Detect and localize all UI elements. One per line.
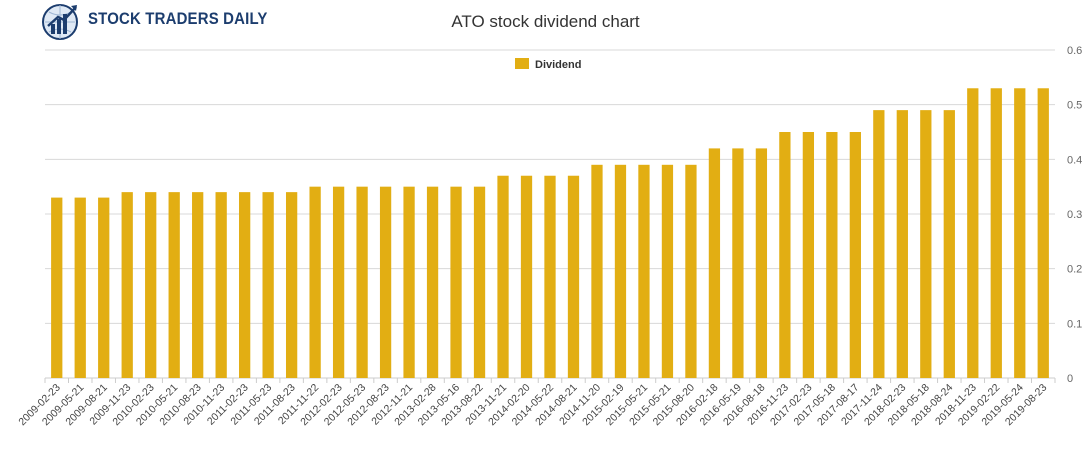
bar[interactable]: [990, 88, 1002, 379]
x-axis-ticks: 2009-02-232009-05-212009-08-212009-11-23…: [16, 378, 1056, 428]
bar[interactable]: [98, 197, 110, 378]
bar[interactable]: [920, 110, 932, 378]
y-tick-label: 0.3: [1067, 209, 1082, 221]
bar[interactable]: [826, 132, 838, 378]
bar[interactable]: [520, 175, 533, 378]
y-tick-label: 0.4: [1067, 154, 1082, 166]
bar[interactable]: [802, 132, 815, 378]
bar[interactable]: [450, 186, 462, 378]
globe-with-rising-bars-icon: [42, 4, 78, 40]
bar[interactable]: [708, 148, 721, 378]
bar[interactable]: [192, 192, 204, 378]
bar[interactable]: [239, 192, 251, 378]
legend[interactable]: Dividend: [515, 58, 581, 71]
bar[interactable]: [685, 164, 697, 378]
bar[interactable]: [591, 164, 603, 378]
bar[interactable]: [943, 110, 955, 378]
y-axis-ticks: 0 0.1 0.2 0.3 0.4 0.5 0.6: [1067, 45, 1082, 385]
bar[interactable]: [121, 192, 133, 378]
bar[interactable]: [1014, 88, 1026, 379]
bar[interactable]: [426, 186, 439, 378]
legend-label: Dividend: [535, 59, 581, 71]
bar[interactable]: [779, 132, 791, 378]
bar[interactable]: [285, 192, 298, 378]
bar[interactable]: [145, 192, 157, 378]
bar[interactable]: [661, 164, 674, 378]
bar[interactable]: [51, 197, 63, 378]
bar[interactable]: [215, 192, 227, 378]
y-tick-label: 0.2: [1067, 264, 1082, 276]
bar[interactable]: [356, 186, 368, 378]
bar[interactable]: [755, 148, 768, 378]
bar[interactable]: [379, 186, 392, 378]
y-tick-label: 0: [1067, 373, 1073, 385]
bar[interactable]: [567, 175, 580, 378]
bar[interactable]: [473, 186, 486, 378]
bar[interactable]: [403, 186, 415, 378]
y-tick-label: 0.1: [1067, 318, 1082, 330]
legend-swatch: [515, 58, 529, 69]
brand-logo[interactable]: [40, 2, 240, 40]
bar[interactable]: [873, 110, 885, 378]
chart-title: ATO stock dividend chart: [451, 12, 640, 31]
y-tick-label: 0.6: [1067, 45, 1082, 57]
y-tick-label: 0.5: [1067, 100, 1082, 112]
bar[interactable]: [896, 110, 908, 378]
bar[interactable]: [614, 164, 627, 378]
bar[interactable]: [262, 192, 274, 378]
bar[interactable]: [732, 148, 744, 378]
bar[interactable]: [1037, 88, 1049, 379]
bar[interactable]: [497, 175, 509, 378]
bar[interactable]: [168, 192, 180, 378]
bar[interactable]: [544, 175, 556, 378]
bar[interactable]: [74, 197, 86, 378]
bar[interactable]: [332, 186, 345, 378]
bar[interactable]: [309, 186, 321, 378]
bar[interactable]: [849, 132, 861, 378]
bar[interactable]: [638, 164, 650, 378]
bar[interactable]: [967, 88, 979, 379]
brand-name: STOCK TRADERS DAILY: [88, 9, 268, 28]
bars: [51, 88, 1049, 379]
